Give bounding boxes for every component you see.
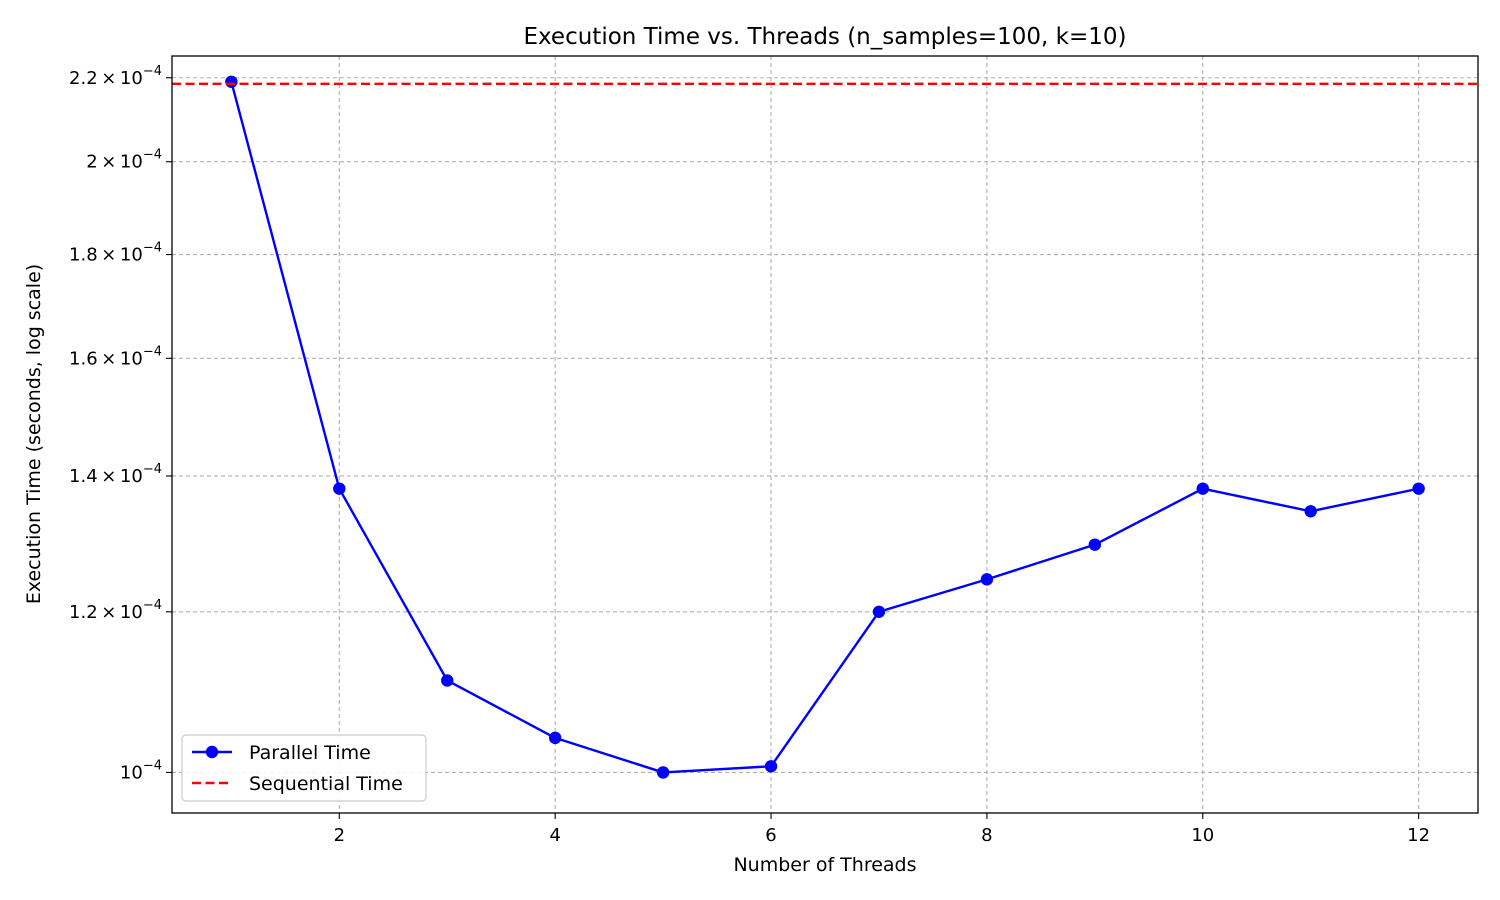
x-tick-label: 2 bbox=[334, 825, 345, 846]
y-axis-title: Execution Time (seconds, log scale) bbox=[23, 264, 45, 604]
data-point bbox=[656, 766, 670, 779]
data-point bbox=[225, 75, 238, 88]
data-point bbox=[1088, 538, 1102, 551]
data-point bbox=[441, 674, 454, 687]
legend-marker bbox=[205, 745, 219, 759]
data-point bbox=[548, 731, 562, 745]
x-tick-label: 12 bbox=[1407, 825, 1430, 846]
data-point bbox=[1412, 482, 1425, 495]
legend-label: Sequential Time bbox=[249, 773, 403, 795]
grid bbox=[172, 56, 1478, 813]
data-point bbox=[764, 760, 778, 773]
x-tick-label: 4 bbox=[549, 825, 560, 846]
x-axis-title: Number of Threads bbox=[733, 854, 916, 876]
legend: Parallel Time Sequential Time bbox=[181, 734, 427, 802]
plot-frame bbox=[171, 55, 1479, 814]
data-point bbox=[1196, 482, 1209, 495]
legend-box bbox=[181, 734, 427, 802]
data-point bbox=[333, 482, 346, 495]
data-point bbox=[1304, 505, 1317, 518]
legend-label: Parallel Time bbox=[249, 742, 371, 764]
data-point bbox=[872, 605, 886, 618]
series-line-parallel-time bbox=[230, 81, 1419, 774]
y-tick-label: 2.2 × 10−4 bbox=[69, 64, 162, 89]
chart-title: Execution Time vs. Threads (n_samples=10… bbox=[524, 24, 1127, 50]
y-tick-label: 1.6 × 10−4 bbox=[69, 344, 162, 369]
x-tick-label: 8 bbox=[981, 825, 992, 846]
x-tick-label: 10 bbox=[1191, 825, 1214, 846]
data-point bbox=[980, 573, 994, 586]
x-tick-label: 6 bbox=[765, 825, 776, 846]
series-layer bbox=[172, 75, 1478, 779]
